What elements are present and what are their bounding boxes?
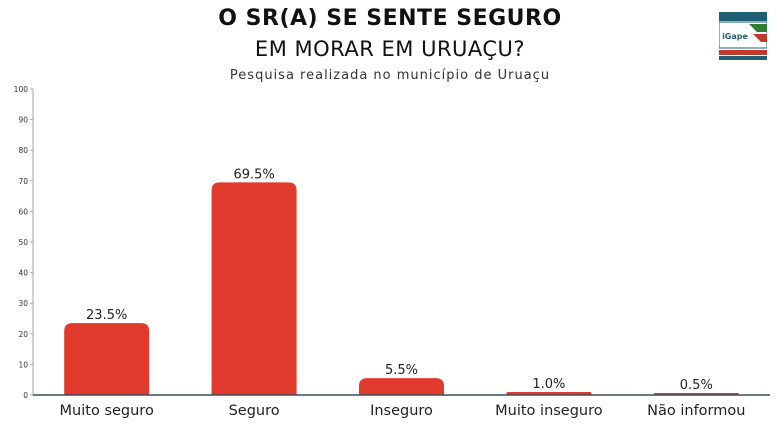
x-category-label: Não informou (647, 403, 745, 419)
chart-title-line2: EM MORAR EM URUAÇU? (254, 37, 526, 61)
igape-logo-graphic: iGape (718, 12, 768, 60)
x-category-label: Muito inseguro (495, 403, 603, 419)
chart-subtitle: Pesquisa realizada no município de Uruaç… (229, 68, 551, 83)
bar-1 (211, 182, 297, 395)
y-axis: 0 10 20 30 40 50 60 70 80 90 100 (14, 85, 34, 400)
y-tick-label: 100 (14, 85, 29, 94)
y-tick-label: 80 (18, 146, 28, 155)
bar-2 (359, 378, 444, 395)
y-tick-label: 20 (18, 330, 28, 339)
y-tick-label: 50 (18, 238, 28, 247)
bar-value-label: 0.5% (680, 378, 713, 393)
bar-value-label: 1.0% (532, 377, 565, 392)
bar-value-label: 69.5% (233, 167, 274, 182)
bar-0 (64, 323, 150, 395)
bars-group: 23.5% 69.5% 5.5% 1.0% 0.5% (64, 167, 739, 395)
chart-title-line1: O SR(A) SE SENTE SEGURO (218, 6, 562, 31)
y-tick-label: 10 (18, 360, 28, 369)
y-tick-label: 60 (18, 207, 28, 216)
x-category-label: Muito seguro (60, 403, 154, 419)
y-tick-label: 70 (18, 177, 28, 186)
y-tick-label: 30 (18, 299, 28, 308)
x-category-label: Seguro (229, 403, 280, 419)
bar-value-label: 5.5% (385, 363, 418, 378)
x-category-label: Inseguro (370, 403, 433, 419)
igape-logo: iGape (718, 12, 768, 60)
y-tick-label: 90 (18, 116, 28, 125)
logo-text: iGape (722, 32, 748, 41)
y-tick-label: 40 (18, 269, 28, 278)
x-axis: Muito seguro Seguro Inseguro Muito inseguro… (33, 394, 770, 419)
bar-3 (506, 391, 592, 395)
bar-value-label: 23.5% (86, 308, 127, 323)
y-tick-label: 0 (23, 391, 28, 400)
